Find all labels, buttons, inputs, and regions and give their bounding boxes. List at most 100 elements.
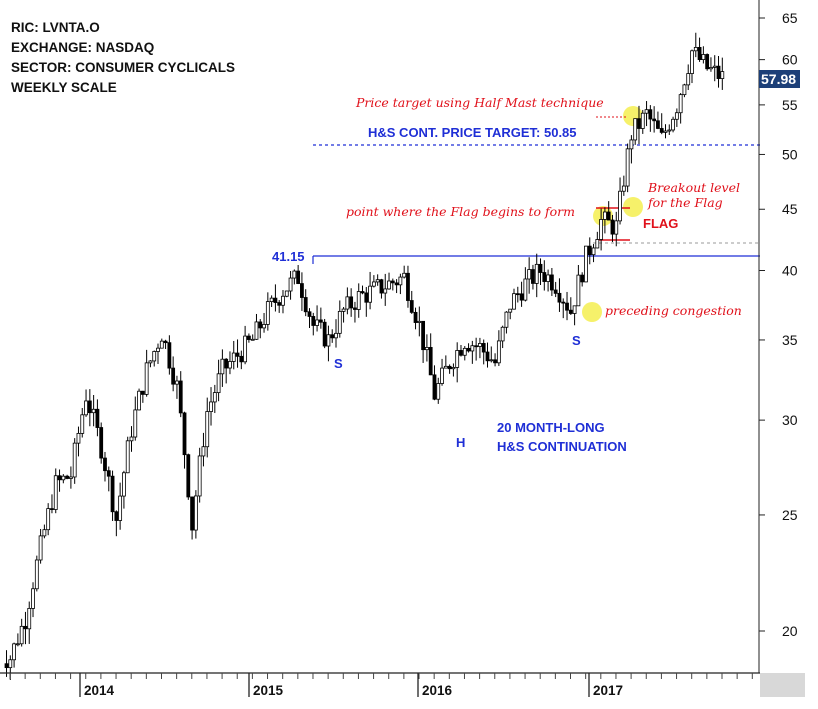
candle-body	[12, 643, 16, 661]
candle-body	[523, 278, 528, 301]
candle-body	[186, 454, 191, 498]
candle-body	[65, 475, 70, 479]
candle-body	[436, 383, 441, 400]
candle-body	[201, 446, 206, 457]
candle-body	[349, 296, 354, 309]
candle-body	[557, 292, 562, 303]
candle-body	[443, 365, 448, 369]
candle-body	[205, 411, 210, 448]
candle-body	[447, 365, 452, 370]
candle-body	[38, 535, 43, 561]
flag-label: FLAG	[643, 216, 678, 231]
y-tick-label: 40	[782, 263, 798, 279]
candle-body	[481, 343, 486, 353]
candle-body	[322, 321, 327, 347]
candle-body	[235, 352, 240, 357]
candle-body	[565, 302, 569, 311]
candle-body	[311, 316, 316, 326]
candle-body	[568, 309, 573, 314]
candle-body	[686, 73, 691, 86]
candle-body	[34, 559, 39, 590]
candle-body	[625, 148, 630, 187]
y-tick-label: 60	[782, 52, 798, 68]
candle-body	[122, 472, 126, 497]
candle-body	[106, 470, 111, 477]
candle-body	[368, 285, 372, 303]
candle-body	[216, 373, 221, 394]
candle-body	[46, 508, 51, 531]
candle-body	[671, 118, 675, 131]
candle-body	[606, 211, 611, 221]
candlestick-series	[4, 32, 725, 680]
y-tick-label: 65	[782, 10, 798, 26]
candle-body	[163, 340, 168, 344]
candle-body	[515, 293, 520, 296]
candle-body	[341, 308, 346, 312]
candle-body	[390, 280, 395, 284]
ric-label: RIC: LVNTA.O	[11, 20, 100, 35]
candle-body	[296, 270, 301, 284]
candle-body	[406, 272, 410, 301]
y-tick-label: 30	[782, 412, 798, 428]
y-tick-label: 50	[782, 146, 798, 162]
candle-body	[693, 47, 698, 52]
candle-body	[690, 50, 694, 74]
candle-body	[614, 220, 619, 235]
candle-body	[508, 308, 513, 313]
candle-body	[42, 529, 47, 537]
breakout-note-line1: Breakout level	[647, 180, 740, 195]
candle-body	[595, 239, 600, 249]
candle-body	[512, 293, 516, 310]
candle-body	[284, 290, 289, 297]
breakout-highlight	[623, 197, 643, 217]
candle-body	[80, 414, 85, 434]
candle-body	[258, 321, 263, 329]
candle-body	[485, 351, 490, 362]
candle-body	[356, 291, 361, 310]
candle-body	[462, 347, 467, 356]
left-shoulder-label: S	[334, 356, 343, 371]
candle-body	[637, 118, 641, 129]
candle-body	[273, 297, 278, 303]
candle-body	[428, 347, 433, 376]
candle-body	[315, 319, 319, 326]
candle-body	[239, 355, 244, 363]
candle-body	[546, 274, 550, 282]
candle-body	[99, 427, 104, 459]
candle-body	[8, 659, 13, 669]
candle-body	[402, 272, 407, 278]
candle-body	[23, 625, 28, 630]
candle-body	[652, 118, 657, 122]
candle-body	[398, 276, 403, 286]
candle-body	[281, 295, 285, 306]
candle-body	[394, 282, 399, 286]
candle-body	[576, 274, 581, 307]
candle-body	[701, 54, 706, 60]
candle-body	[371, 281, 376, 287]
candle-body	[57, 475, 62, 481]
candle-body	[303, 297, 308, 313]
candle-body	[118, 495, 123, 521]
last-price-label: 57.98	[761, 71, 796, 87]
candle-body	[553, 289, 558, 294]
candle-body	[231, 352, 236, 362]
last-price-badge	[759, 70, 800, 88]
candle-body	[470, 345, 475, 352]
candle-body	[379, 279, 384, 294]
candle-body	[712, 65, 717, 68]
candle-body	[489, 359, 494, 362]
y-tick-label: 45	[782, 201, 798, 217]
candle-body	[705, 54, 710, 70]
candle-body	[591, 247, 596, 256]
candle-body	[212, 392, 217, 403]
candle-body	[152, 351, 157, 362]
exchange-label: EXCHANGE: NASDAQ	[11, 40, 154, 55]
candle-body	[91, 408, 96, 414]
candle-body	[455, 350, 460, 368]
candle-body	[190, 496, 194, 531]
candle-body	[72, 442, 77, 478]
candle-body	[561, 301, 566, 304]
candle-body	[538, 263, 543, 273]
candle-body	[474, 345, 479, 348]
candle-body	[110, 475, 115, 513]
